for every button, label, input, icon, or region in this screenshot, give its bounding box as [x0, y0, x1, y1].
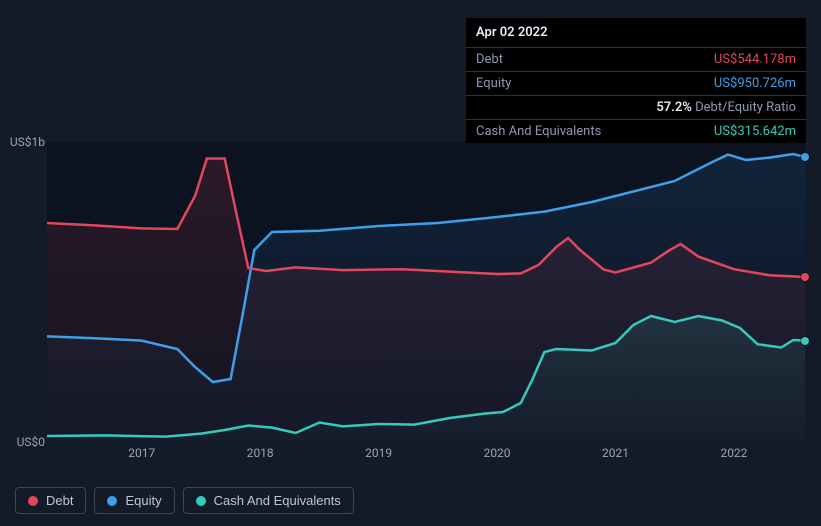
tooltip-row-cash: Cash And Equivalents US$315.642m	[466, 120, 806, 143]
endcap-debt	[801, 273, 809, 281]
legend-item-cash[interactable]: Cash And Equivalents	[183, 487, 354, 514]
tooltip-date: Apr 02 2022	[466, 18, 806, 48]
tooltip-value-debt: US$544.178m	[714, 52, 796, 67]
tooltip-label-debt: Debt	[476, 52, 503, 67]
tooltip-value-equity: US$950.726m	[714, 76, 796, 91]
circle-icon	[28, 496, 38, 506]
plot-area[interactable]	[47, 142, 805, 442]
legend-label-cash: Cash And Equivalents	[214, 493, 341, 508]
chart-tooltip: Apr 02 2022 Debt US$544.178m Equity US$9…	[466, 18, 806, 143]
xtick: 2018	[247, 446, 274, 460]
tooltip-row-debt: Debt US$544.178m	[466, 48, 806, 72]
endcap-equity	[801, 153, 809, 161]
xtick: 2017	[128, 446, 155, 460]
tooltip-value-cash: US$315.642m	[714, 124, 796, 139]
endcap-cash	[801, 337, 809, 345]
circle-icon	[107, 496, 117, 506]
tooltip-value-ratio: 57.2% Debt/Equity Ratio	[656, 100, 796, 115]
xtick: 2019	[365, 446, 392, 460]
ytick-bot: US$0	[17, 435, 45, 449]
chart-svg	[47, 142, 805, 442]
area-chart[interactable]: US$1b US$0	[15, 110, 805, 470]
xtick: 2020	[484, 446, 511, 460]
circle-icon	[196, 496, 206, 506]
chart-legend: Debt Equity Cash And Equivalents	[15, 487, 354, 514]
legend-item-debt[interactable]: Debt	[15, 487, 86, 514]
legend-label-equity: Equity	[125, 493, 161, 508]
xtick: 2021	[602, 446, 629, 460]
tooltip-row-equity: Equity US$950.726m	[466, 72, 806, 96]
tooltip-row-ratio: 57.2% Debt/Equity Ratio	[466, 96, 806, 120]
tooltip-label-equity: Equity	[476, 76, 511, 91]
ytick-top: US$1b	[10, 135, 45, 149]
xtick: 2022	[720, 446, 747, 460]
tooltip-label-cash: Cash And Equivalents	[476, 124, 601, 139]
legend-item-equity[interactable]: Equity	[94, 487, 174, 514]
legend-label-debt: Debt	[46, 493, 73, 508]
